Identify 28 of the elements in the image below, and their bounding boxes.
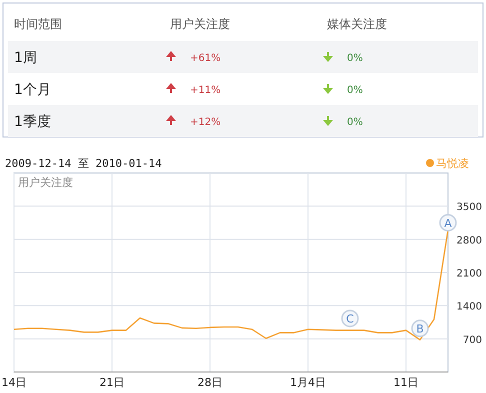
x-tick-label: 21日	[100, 376, 124, 389]
x-tick-label: 11日	[394, 376, 418, 389]
text: +12%	[190, 117, 221, 128]
text: 1季度	[14, 114, 51, 130]
x-tick-label: 1月4日	[290, 376, 326, 389]
text: 1个月	[14, 82, 51, 98]
y-tick-label: 2800	[456, 235, 482, 246]
y-tick-label: 3500	[456, 202, 482, 214]
text: 0%	[347, 117, 363, 128]
annotation: B	[416, 322, 424, 336]
text: 0%	[347, 53, 363, 64]
y-tick-label: 1400	[456, 302, 482, 313]
annotation: C	[346, 312, 354, 326]
category-label: 时间范围	[14, 17, 62, 31]
y-tick-label: 700	[462, 334, 482, 346]
x-tick-label: 14日	[2, 376, 26, 389]
y-axis-title: 用户关注度	[18, 176, 73, 189]
text: 1周	[14, 50, 37, 66]
x-tick-label: 28日	[198, 376, 222, 389]
text: +11%	[190, 85, 221, 96]
text: 0%	[347, 85, 363, 96]
legend-label: 马悦凌	[436, 157, 469, 170]
category-label: 用户关注度	[170, 17, 230, 31]
y-tick-label: 2100	[456, 268, 482, 280]
chart-title: 2009-12-14 至 2010-01-14	[5, 157, 162, 170]
annotation: A	[444, 216, 452, 230]
text: +61%	[190, 53, 221, 64]
category-label: 媒体关注度	[327, 17, 387, 31]
